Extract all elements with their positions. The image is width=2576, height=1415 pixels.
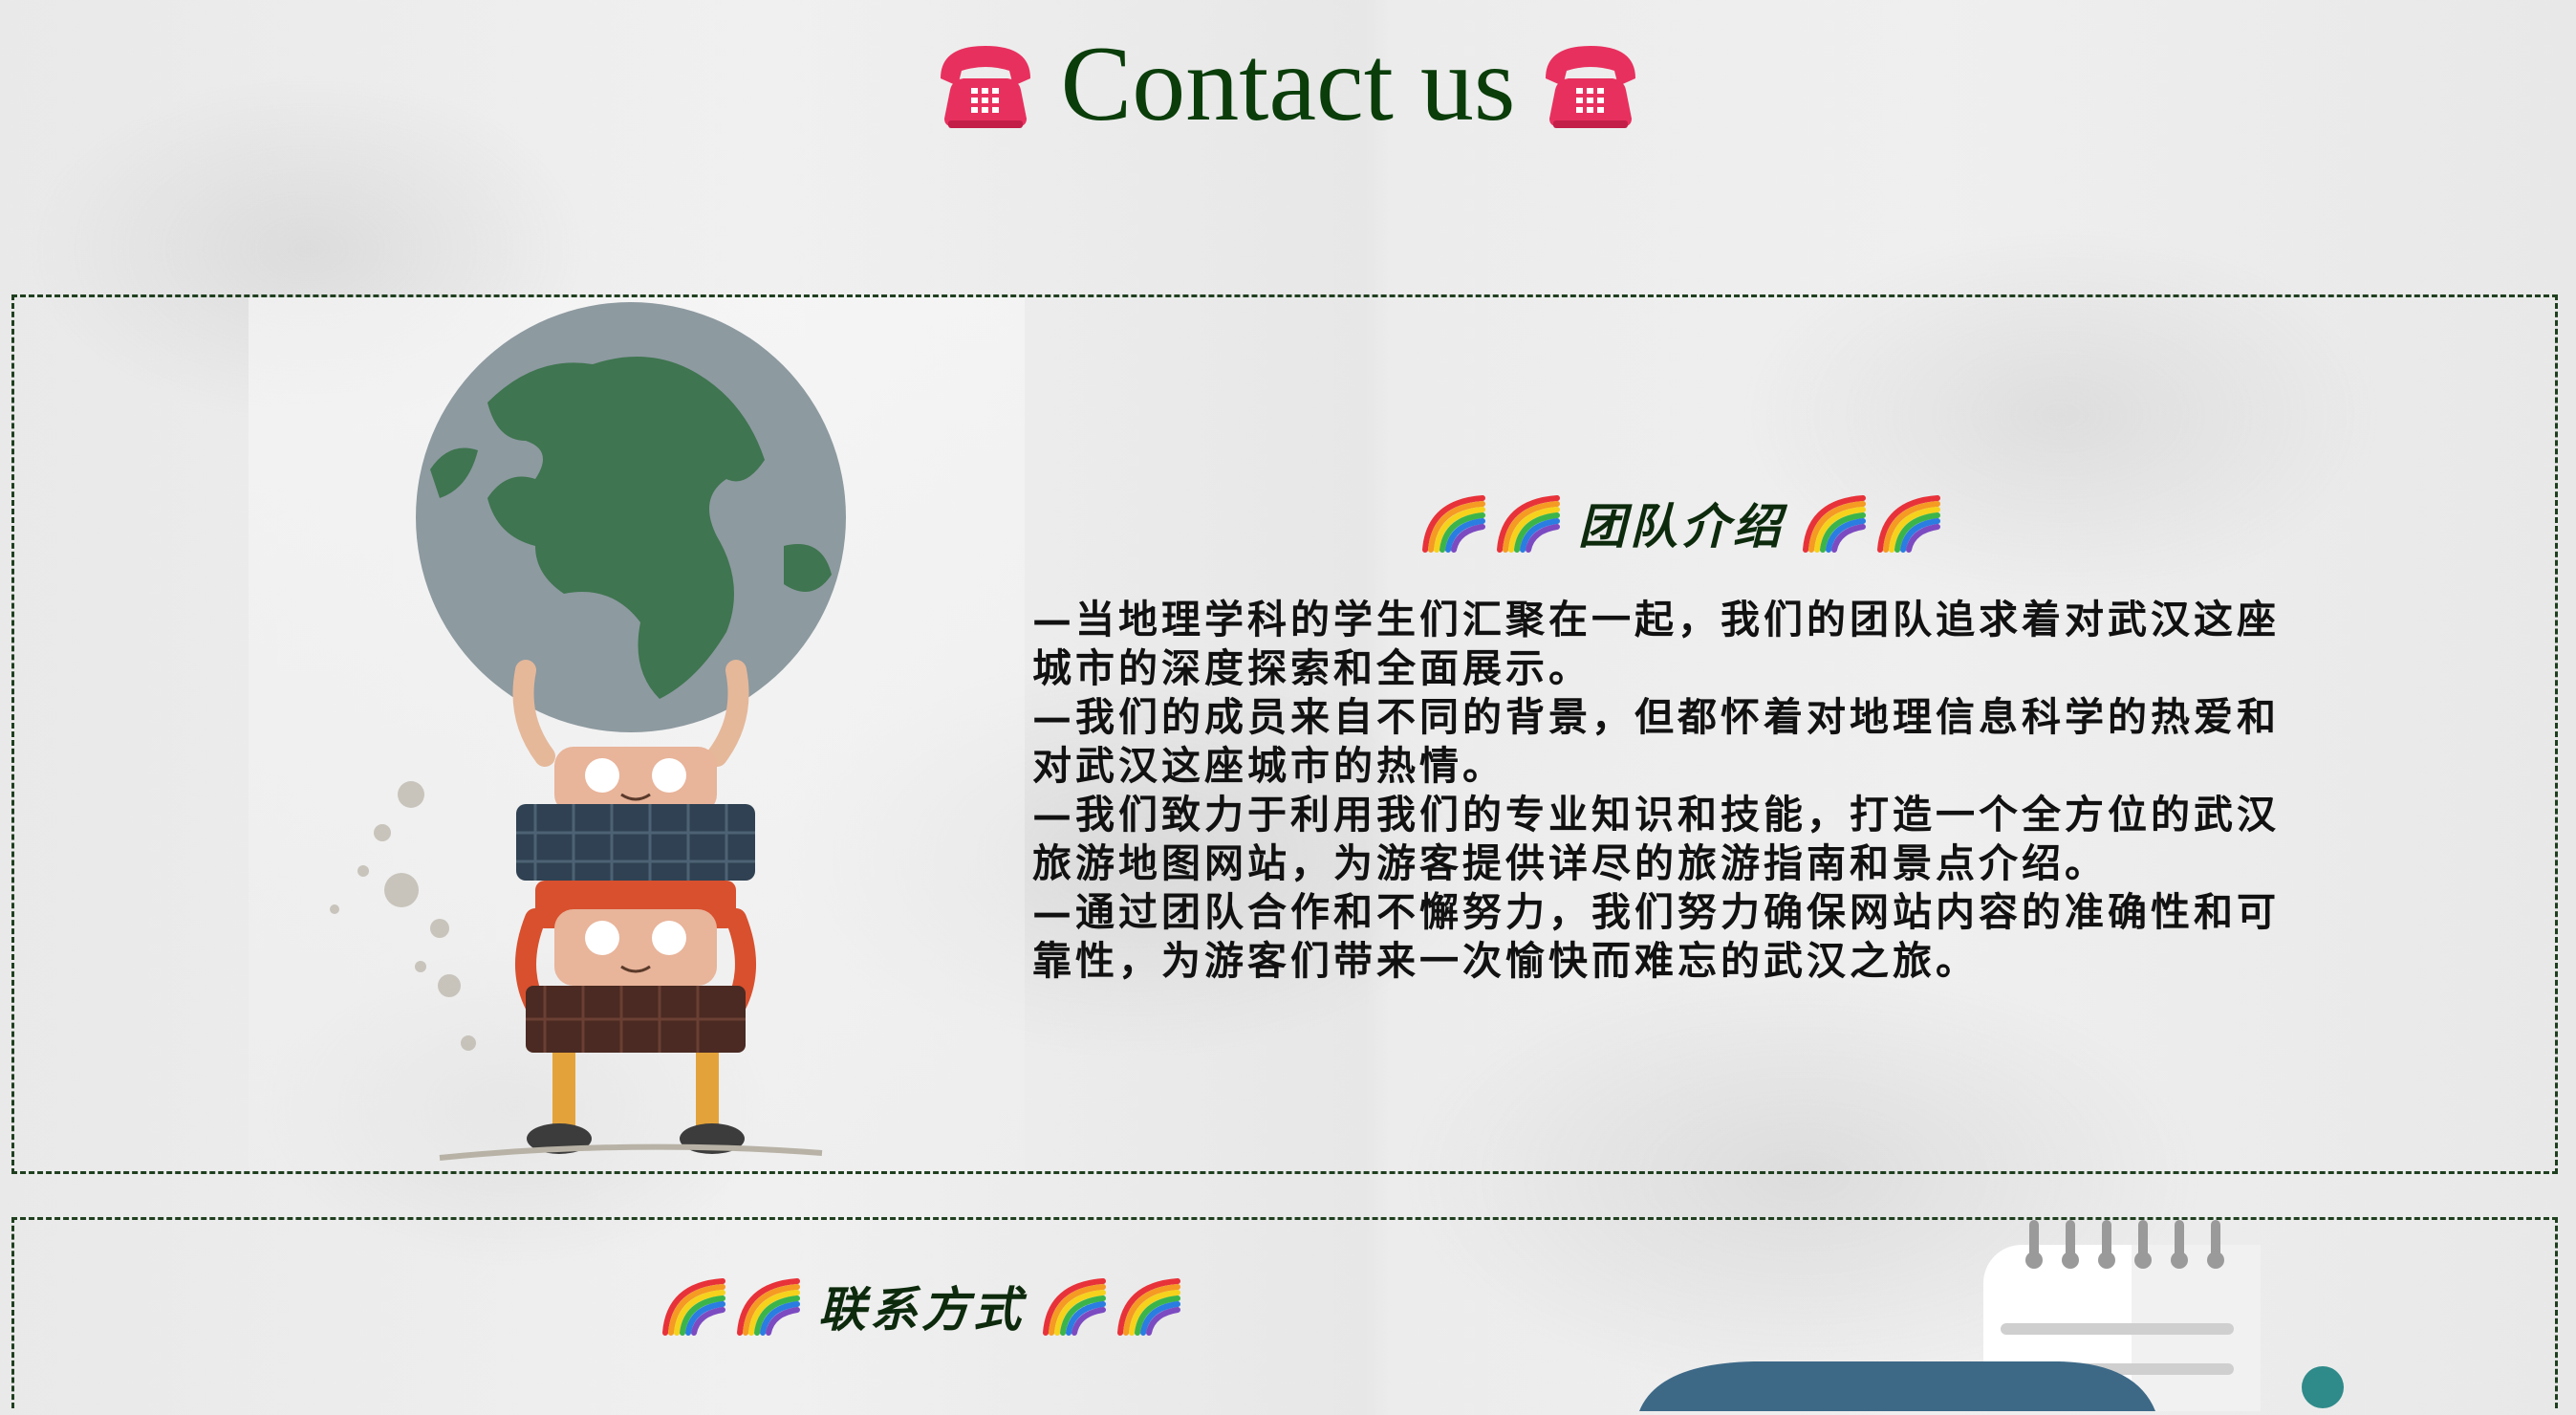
notepad-illustration	[1620, 1220, 2347, 1415]
team-intro-line: 城市的深度探索和全面展示。	[1032, 645, 1591, 691]
contact-title: 联系方式	[818, 1281, 1025, 1338]
team-intro-panel: 团队介绍 —当地理学科的学生们汇聚在一起，我们的团队追求着对武汉这座 城市的深度…	[11, 294, 2558, 1174]
team-intro-heading: 团队介绍	[1419, 485, 1943, 561]
team-intro-text: —当地理学科的学生们汇聚在一起，我们的团队追求着对武汉这座 城市的深度探索和全面…	[1032, 596, 2332, 986]
rainbow-icon	[1040, 1275, 1109, 1337]
telephone-icon	[931, 36, 1040, 132]
rainbow-icon	[1800, 492, 1869, 554]
rainbow-icon	[734, 1275, 803, 1337]
team-intro-line: 对武汉这座城市的热情。	[1032, 743, 1505, 789]
rainbow-icon	[660, 1275, 728, 1337]
rainbow-icon	[1874, 492, 1943, 554]
rainbow-icon	[1115, 1275, 1183, 1337]
page-header: Contact us	[0, 17, 2576, 151]
team-intro-line: —我们致力于利用我们的专业知识和技能，打造一个全方位的武汉	[1032, 792, 2280, 838]
team-intro-line: —通过团队合作和不懈努力，我们努力确保网站内容的准确性和可	[1032, 889, 2280, 935]
rainbow-icon	[1419, 492, 1488, 554]
telephone-icon	[1536, 36, 1645, 132]
contact-panel: 联系方式	[11, 1217, 2558, 1415]
team-intro-title: 团队介绍	[1578, 498, 1785, 555]
page-title: Contact us	[1060, 25, 1516, 143]
team-intro-line: —我们的成员来自不同的背景，但都怀着对地理信息科学的热爱和	[1032, 694, 2280, 740]
team-intro-line: 旅游地图网站，为游客提供详尽的旅游指南和景点介绍。	[1032, 840, 2108, 886]
globe-kids-illustration	[249, 297, 1025, 1171]
team-intro-line: 靠性，为游客们带来一次愉快而难忘的武汉之旅。	[1032, 938, 1979, 984]
team-intro-line: —当地理学科的学生们汇聚在一起，我们的团队追求着对武汉这座	[1032, 597, 2280, 642]
rainbow-icon	[1494, 492, 1563, 554]
contact-heading: 联系方式	[660, 1268, 1183, 1344]
